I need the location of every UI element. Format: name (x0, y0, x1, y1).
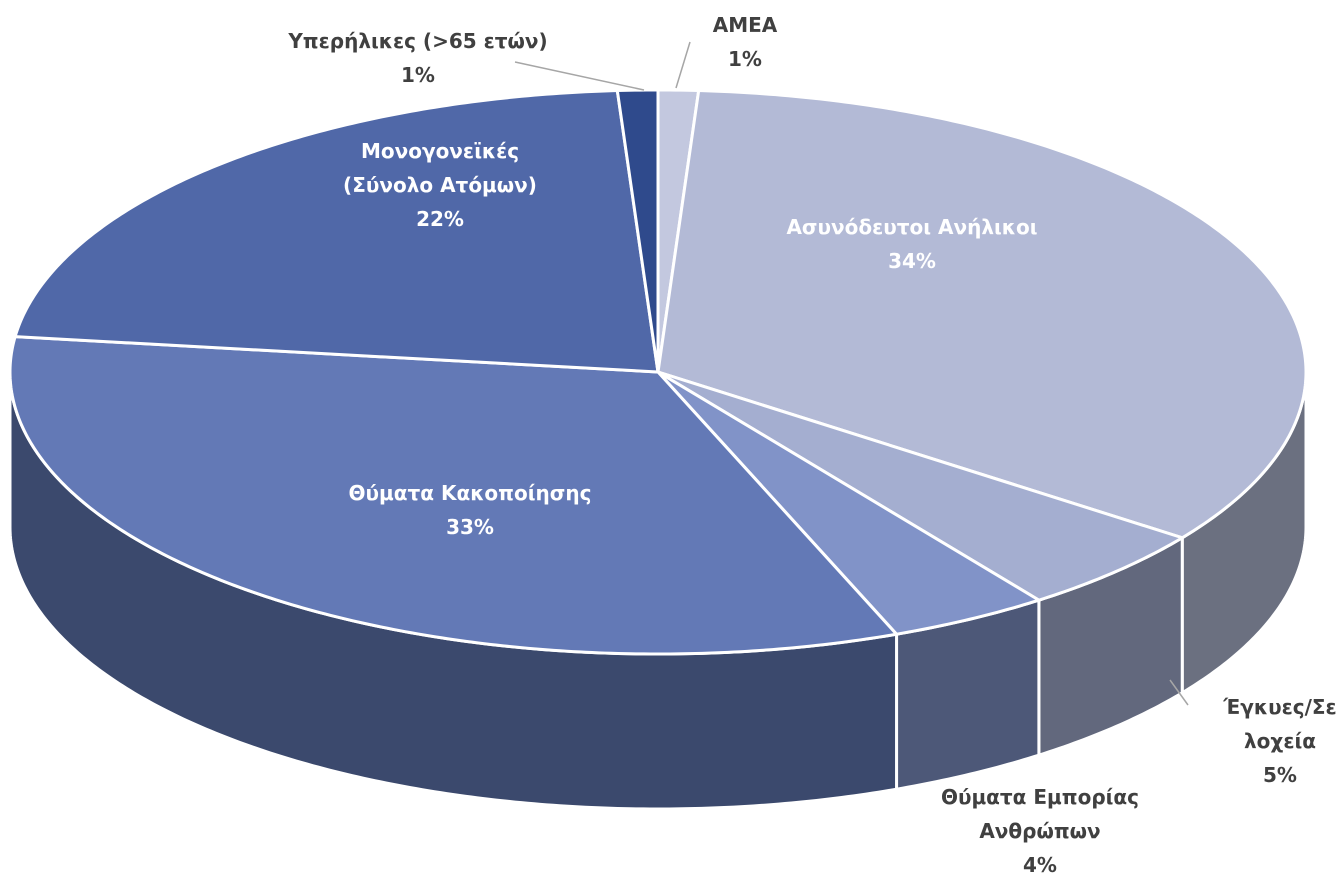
leader-line (514, 61, 645, 91)
leader-line (1169, 679, 1189, 706)
data-label: Υπερήλικες (>65 ετών) 1% (218, 24, 618, 92)
leader-line (675, 41, 691, 89)
pie-slice (615, 88, 660, 373)
pie-slice (656, 89, 1308, 540)
category-label: Θύματα Κακοποίησης (348, 481, 592, 505)
pie-slice (656, 370, 1043, 636)
data-label: Έγκυες/Σε λοχεία 5% (1205, 690, 1340, 792)
category-label: Θύματα Εμπορίας Ανθρώπων (940, 785, 1140, 843)
value-label: 1% (401, 63, 435, 87)
data-label: Θύματα Κακοποίησης 33% (270, 476, 670, 544)
value-label: 4% (1023, 853, 1057, 877)
value-label: 33% (446, 515, 494, 539)
category-label: Έγκυες/Σε λοχεία (1223, 695, 1337, 753)
pie-sides (8, 371, 1308, 811)
category-label: Υπερήλικες (>65 ετών) (288, 29, 548, 53)
value-label: 1% (728, 47, 762, 71)
data-label: Ασυνόδευτοι Ανήλικοι 34% (712, 210, 1112, 278)
category-label: ΑΜΕΑ (712, 13, 778, 37)
value-label: 22% (416, 207, 464, 231)
pie-slice (8, 335, 900, 656)
data-label: Μονογονεϊκές (Σύνολο Ατόμων) 22% (330, 134, 550, 236)
data-label: Θύματα Εμπορίας Ανθρώπων 4% (900, 780, 1180, 882)
pie-slice (657, 370, 1186, 602)
data-label: ΑΜΕΑ 1% (670, 8, 820, 76)
pie-slice (13, 89, 660, 374)
category-label: Ασυνόδευτοι Ανήλικοι (786, 215, 1038, 239)
category-label: Μονογονεϊκές (Σύνολο Ατόμων) (343, 139, 537, 197)
value-label: 34% (888, 249, 936, 273)
value-label: 5% (1263, 763, 1297, 787)
pie-tops (8, 88, 1308, 656)
